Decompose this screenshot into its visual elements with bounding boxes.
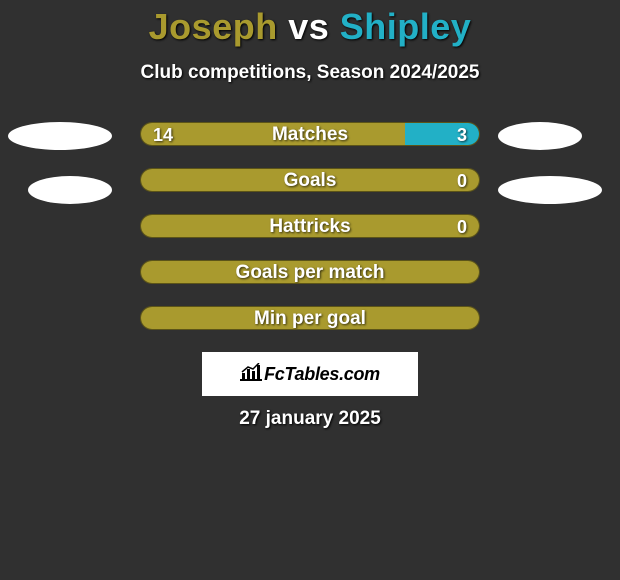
stat-rows: 143Matches 0Goals 0Hattricks Goals per matc… xyxy=(0,122,620,352)
subtitle: Club competitions, Season 2024/2025 xyxy=(0,62,620,84)
page-title: Joseph vs Shipley xyxy=(0,0,620,48)
decorative-ellipse xyxy=(28,176,112,204)
stat-label: Goals xyxy=(141,169,479,192)
decorative-ellipse xyxy=(498,176,602,204)
stat-bar: 0Hattricks xyxy=(140,214,480,238)
player1-name: Joseph xyxy=(149,6,278,47)
vs-label: vs xyxy=(288,6,329,47)
stat-label: Min per goal xyxy=(141,307,479,330)
stat-row: 0Hattricks xyxy=(0,214,620,260)
brand-logo: FcTables.com xyxy=(202,352,418,396)
stat-label: Hattricks xyxy=(141,215,479,238)
chart-icon xyxy=(240,363,262,386)
stat-row: Goals per match xyxy=(0,260,620,306)
stat-bar: Goals per match xyxy=(140,260,480,284)
decorative-ellipse xyxy=(8,122,112,150)
comparison-card: Joseph vs Shipley Club competitions, Sea… xyxy=(0,0,620,580)
stat-bar: 0Goals xyxy=(140,168,480,192)
date-label: 27 january 2025 xyxy=(0,408,620,430)
stat-bar: 143Matches xyxy=(140,122,480,146)
player2-name: Shipley xyxy=(340,6,472,47)
decorative-ellipse xyxy=(498,122,582,150)
brand-text: FcTables.com xyxy=(264,364,380,385)
stat-bar: Min per goal xyxy=(140,306,480,330)
stat-label: Matches xyxy=(141,123,479,146)
stat-row: Min per goal xyxy=(0,306,620,352)
stat-label: Goals per match xyxy=(141,261,479,284)
